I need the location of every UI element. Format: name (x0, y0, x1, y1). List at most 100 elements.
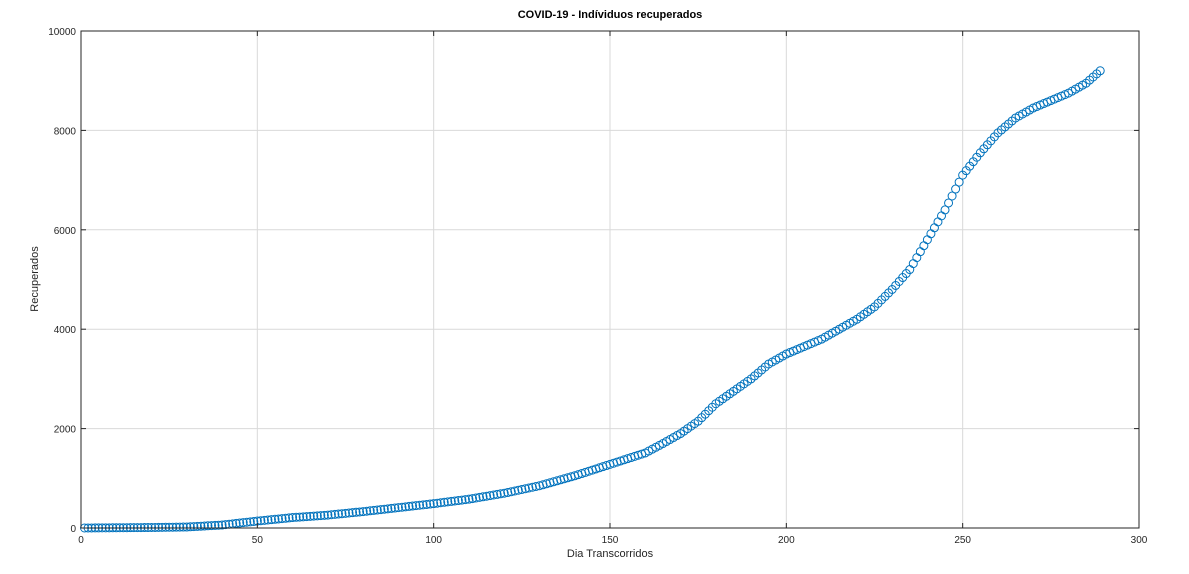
data-point (531, 482, 541, 491)
data-point (492, 489, 502, 499)
data-point (475, 492, 485, 502)
data-point (221, 520, 231, 530)
data-point (545, 478, 555, 488)
data-point (520, 484, 530, 494)
data-point (305, 511, 315, 521)
data-point (439, 497, 449, 507)
data-point (154, 522, 164, 532)
data-point (242, 517, 252, 527)
x-tick-label: 150 (602, 535, 619, 546)
data-point (929, 223, 939, 233)
data-point (164, 522, 174, 532)
data-point (489, 490, 499, 500)
x-tick-label: 300 (1131, 535, 1148, 546)
data-point (503, 487, 513, 497)
data-point (390, 503, 400, 513)
data-point (238, 518, 248, 528)
data-point (386, 503, 396, 513)
data-point (443, 497, 453, 507)
data-point (453, 496, 463, 506)
data-point (192, 521, 202, 531)
data-point (316, 511, 326, 521)
data-point (922, 235, 932, 245)
data-point (277, 514, 287, 524)
grid (80, 30, 1140, 529)
data-point (369, 505, 379, 515)
data-point (231, 518, 241, 528)
data-point (266, 515, 276, 525)
data-point (298, 512, 308, 522)
data-point (429, 499, 439, 509)
y-tick-label: 2000 (54, 425, 77, 436)
data-point (432, 498, 442, 508)
data-point (295, 512, 305, 522)
data-point (333, 509, 343, 519)
y-tick-label: 4000 (54, 325, 77, 336)
data-point (510, 486, 520, 496)
data-point (302, 512, 312, 522)
data-point (418, 500, 428, 510)
data-point (951, 184, 961, 194)
data-point (323, 510, 333, 520)
data-point (400, 502, 410, 512)
data-point (284, 513, 294, 523)
data-point (908, 259, 918, 269)
data-point (161, 522, 171, 532)
data-point (947, 191, 957, 201)
data-point (259, 515, 269, 525)
data-point (464, 494, 474, 504)
data-point (196, 521, 206, 531)
data-point (542, 479, 552, 489)
data-point (182, 522, 192, 532)
data-point (411, 501, 421, 511)
x-tick-label: 200 (778, 535, 795, 546)
data-point (273, 514, 283, 524)
data-point (471, 493, 481, 503)
data-point (534, 481, 544, 491)
data-point (365, 506, 375, 516)
data-point (527, 482, 537, 492)
data-point (937, 211, 947, 221)
data-point (337, 509, 347, 519)
data-point (563, 473, 573, 483)
data-point (372, 505, 382, 515)
data-point (422, 499, 432, 509)
data-point (404, 501, 414, 511)
data-point (915, 247, 925, 257)
data-point (358, 507, 368, 517)
data-point (362, 506, 372, 516)
data-points (80, 66, 1105, 533)
data-point (446, 496, 456, 506)
data-point (203, 521, 213, 531)
data-point (496, 489, 506, 499)
data-point (189, 522, 199, 532)
data-point (355, 507, 365, 517)
data-point (436, 498, 446, 508)
data-point (506, 487, 516, 497)
data-point (199, 521, 209, 531)
data-point (351, 507, 361, 517)
data-point (919, 241, 929, 251)
data-point (954, 177, 964, 187)
data-point (171, 522, 181, 532)
data-point (376, 505, 386, 515)
data-point (330, 509, 340, 519)
data-point (270, 514, 280, 524)
data-point (460, 495, 470, 505)
y-tick-label: 0 (70, 524, 76, 535)
data-point (393, 503, 403, 513)
data-point (206, 521, 216, 531)
x-tick-label: 0 (78, 535, 84, 546)
data-point (478, 492, 488, 502)
data-point (178, 522, 188, 532)
data-point (344, 508, 354, 518)
data-point (245, 517, 255, 527)
data-point (408, 501, 418, 511)
data-point (168, 522, 178, 532)
data-point (185, 522, 195, 532)
data-point (175, 522, 185, 532)
data-point (499, 488, 509, 498)
data-point (150, 522, 160, 532)
data-point (944, 198, 954, 208)
